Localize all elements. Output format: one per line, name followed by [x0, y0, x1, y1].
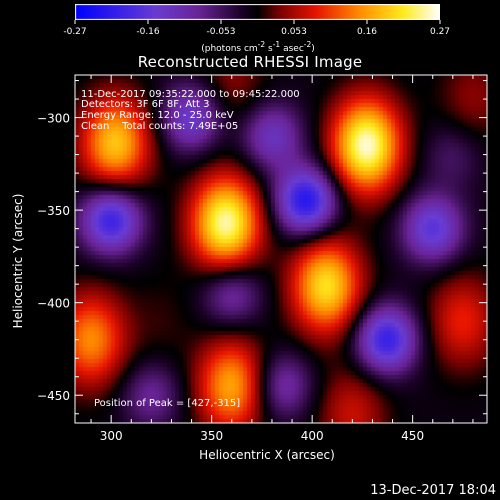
y-tick-label: −350 — [37, 204, 70, 218]
colorbar-tick-label: 0.27 — [429, 27, 451, 37]
colorbar-tick-label: -0.27 — [63, 27, 87, 37]
heatmap-image — [75, 75, 487, 423]
y-tick-label: −400 — [37, 297, 70, 311]
annotation-time-range: 11-Dec-2017 09:35:22.000 to 09:45:22.000 — [81, 89, 300, 100]
x-tick-label: 350 — [200, 429, 223, 443]
annotation-detectors: Detectors: 3F 6F 8F, Att 3 — [81, 99, 210, 110]
timestamp: 13-Dec-2017 18:04 — [370, 483, 496, 498]
annotation-clean-counts: Clean Total counts: 7.49E+05 — [81, 121, 239, 132]
x-tick-label: 300 — [100, 429, 123, 443]
x-tick-label: 400 — [301, 429, 324, 443]
annotation-energy-range: Energy Range: 12.0 - 25.0 keV — [81, 110, 234, 121]
y-tick-label: −450 — [37, 389, 70, 403]
colorbar — [75, 4, 440, 20]
y-tick-label: −300 — [37, 112, 70, 126]
colorbar-tick-label: 0.16 — [356, 27, 378, 37]
plot-frame — [74, 74, 488, 424]
annotation-peak-position: Position of Peak = [427,-315] — [94, 398, 241, 409]
x-axis-label: Heliocentric X (arcsec) — [199, 448, 335, 462]
colorbar-tick-label: -0.053 — [206, 27, 236, 37]
x-tick-label: 450 — [401, 429, 424, 443]
colorbar-tick-label: -0.16 — [136, 27, 160, 37]
colorbar-tick-label: 0.053 — [281, 27, 307, 37]
chart-title: Reconstructed RHESSI Image — [137, 53, 363, 71]
colorbar-units: (photons cm-2 s-1 asec-2) — [201, 40, 315, 54]
y-axis-label: Heliocentric Y (arcsec) — [11, 193, 25, 329]
